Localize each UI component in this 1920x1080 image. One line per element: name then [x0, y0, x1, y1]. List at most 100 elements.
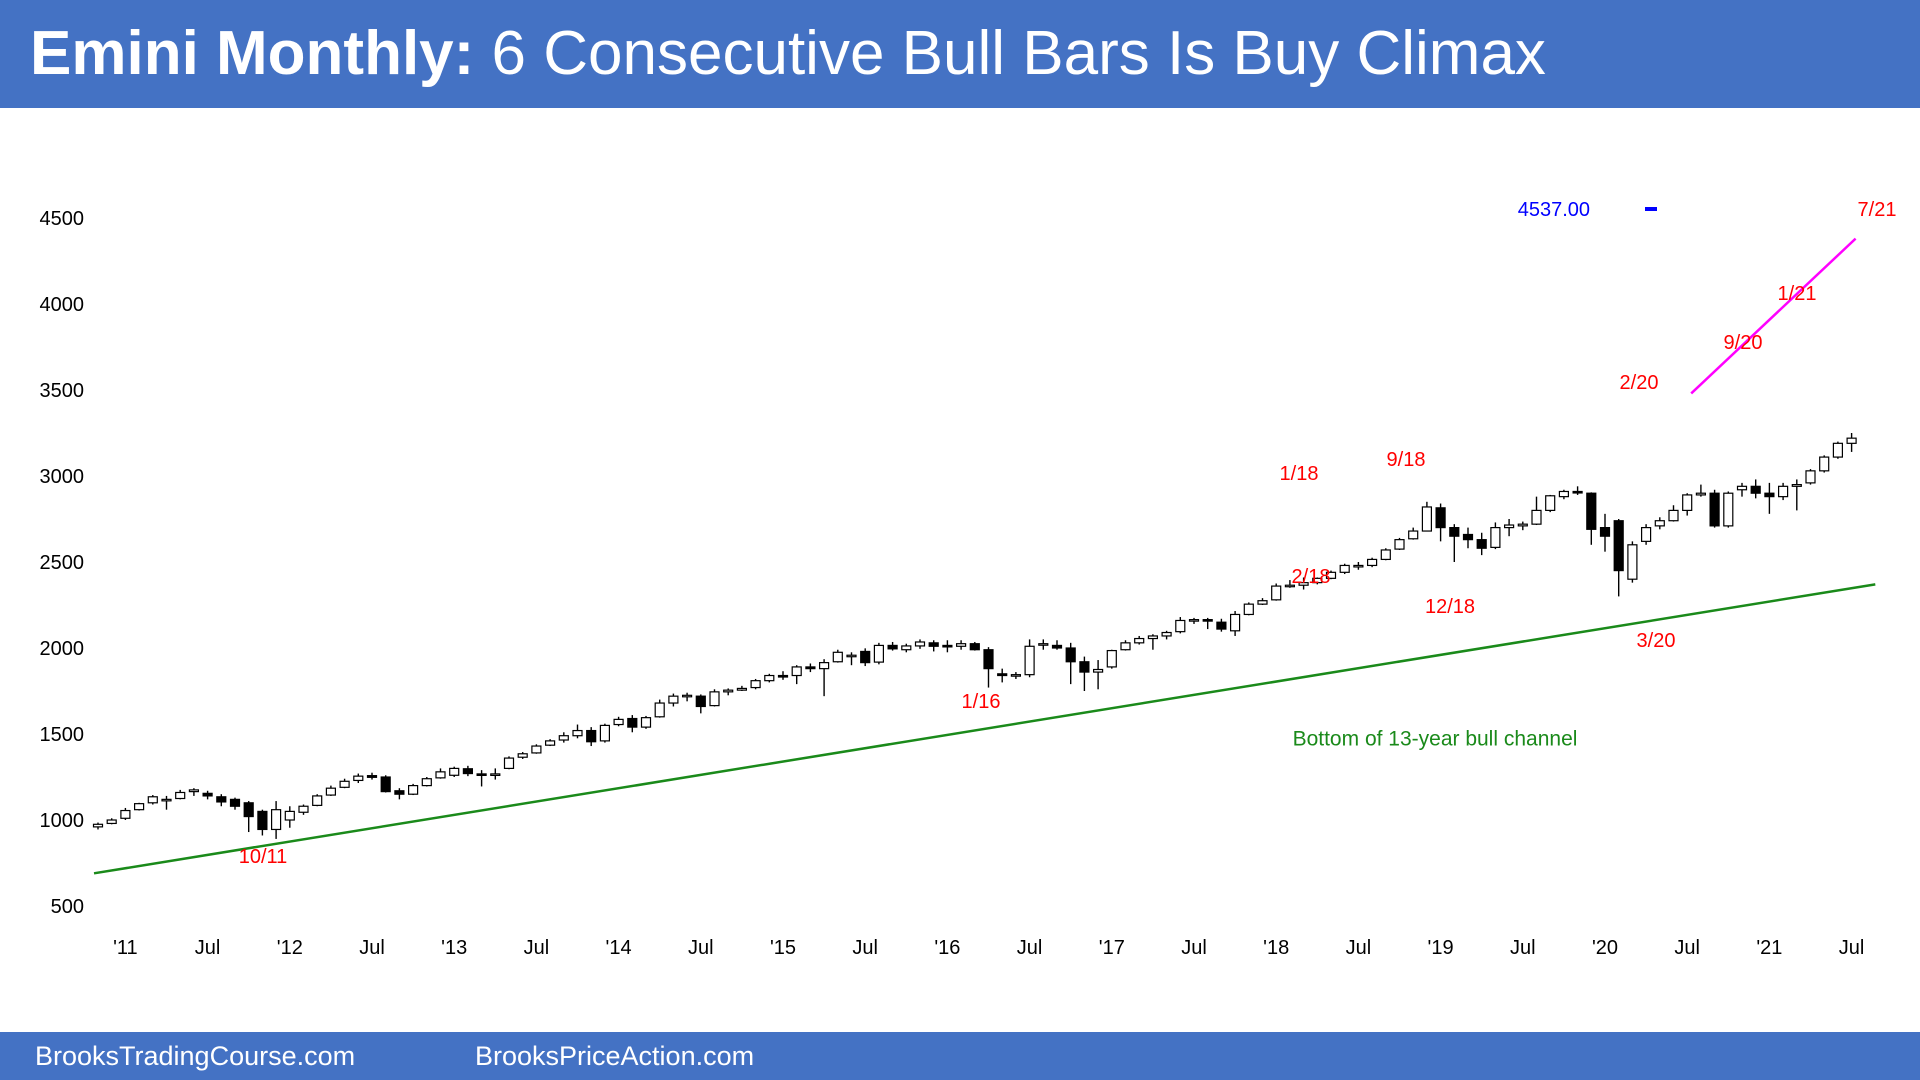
x-tick-label: '16 [934, 937, 960, 959]
bull-channel-line [93, 583, 1876, 875]
x-tick-label: Jul [1674, 937, 1700, 959]
bull-candle [312, 795, 323, 806]
bull-candle [435, 771, 446, 779]
x-tick-label: Jul [195, 937, 221, 959]
bull-candle [175, 791, 186, 800]
bull-candle [818, 662, 830, 670]
bull-candle [298, 805, 309, 813]
x-tick-label: '19 [1428, 937, 1454, 959]
bull-candle [161, 798, 172, 802]
bull-candle [736, 687, 748, 691]
bull-candle [92, 823, 104, 828]
bull-candle [640, 717, 652, 728]
bear-candle [1709, 492, 1720, 527]
bull-candle [1298, 582, 1309, 586]
bear-candle [586, 729, 597, 743]
bull-candle [1325, 571, 1337, 579]
x-tick-label: Jul [1346, 937, 1372, 959]
bull-candle [1819, 456, 1830, 472]
y-tick-label: 1000 [40, 810, 85, 832]
date-annotation: 12/18 [1425, 596, 1475, 618]
bull-candle [503, 757, 515, 770]
bear-candle [997, 673, 1008, 677]
y-tick-label: 2500 [40, 552, 85, 574]
bull-candle [1545, 495, 1556, 511]
bull-candle [955, 643, 967, 647]
bull-candle [134, 803, 145, 811]
bear-candle [243, 802, 254, 818]
bull-candle [901, 645, 912, 651]
date-annotation: 7/21 [1858, 199, 1897, 221]
x-tick-label: '18 [1263, 937, 1289, 959]
x-tick-label: '13 [441, 937, 467, 959]
date-annotation: 1/18 [1280, 463, 1319, 485]
bull-candle [449, 767, 460, 776]
bull-candle [873, 644, 885, 663]
footer-left-link[interactable]: BrooksTradingCourse.com [35, 1041, 356, 1071]
bull-candle [1736, 485, 1748, 491]
bull-candle [421, 778, 432, 787]
bull-candle [914, 641, 926, 647]
bear-candle [1599, 527, 1611, 537]
bull-candle [1777, 485, 1789, 498]
y-tick-label: 3000 [40, 466, 85, 488]
bull-candle [599, 724, 611, 742]
bear-candle [1586, 492, 1597, 530]
bear-candle [695, 695, 706, 708]
bear-candle [1202, 619, 1213, 622]
x-tick-label: Jul [524, 937, 550, 959]
bull-candle [1394, 539, 1405, 550]
x-tick-label: '20 [1592, 937, 1618, 959]
date-annotation: 1/16 [962, 691, 1001, 713]
y-tick-label: 4000 [40, 294, 85, 316]
bull-candle [572, 729, 583, 737]
bull-candle [1723, 492, 1734, 527]
bear-candle [1216, 621, 1227, 630]
bear-candle [777, 674, 789, 678]
bear-candle [942, 644, 953, 648]
bull-candle [1490, 527, 1501, 548]
bull-candle [1640, 527, 1652, 542]
bull-candle [339, 780, 350, 788]
emini-monthly-chart: 4500 4000 3500 3000 2500 2000 1500 1000 500 '11 J… [40, 199, 1897, 959]
y-tick-label: 1500 [40, 724, 85, 746]
bull-candle [1668, 509, 1679, 522]
bull-candle [1243, 603, 1254, 616]
bear-candle [1572, 490, 1583, 494]
bull-candle [1380, 549, 1391, 561]
y-tick-label: 2000 [40, 638, 85, 660]
bull-candle [1134, 637, 1145, 644]
date-annotation: 2/20 [1620, 372, 1659, 394]
bull-candle [1339, 564, 1350, 573]
bull-candle [353, 775, 364, 782]
y-tick-label: 3500 [40, 380, 85, 402]
date-annotation: 9/18 [1387, 449, 1426, 471]
bear-candle [627, 717, 638, 728]
x-tick-label: '14 [606, 937, 632, 959]
bull-candle [681, 694, 693, 698]
bull-candle [1147, 635, 1159, 640]
date-annotations: 7/21 1/21 9/20 2/20 3/20 12/18 9/18 1/18 2/18 1/1… [239, 199, 1897, 868]
bull-candle [1503, 524, 1515, 529]
bull-candle [531, 745, 542, 754]
bull-candle [271, 809, 282, 831]
bull-candle [544, 740, 556, 746]
bull-candle [1284, 584, 1296, 588]
footer-bar: BrooksTradingCourse.com BrooksPriceActio… [0, 1032, 1920, 1080]
bull-candle [654, 702, 665, 718]
x-tick-label: Jul [1839, 937, 1865, 959]
bear-candle [969, 643, 980, 651]
y-axis-ticks: 4500 4000 3500 3000 2500 2000 1500 1000 500 [40, 208, 85, 918]
bear-candle [983, 649, 994, 670]
magenta-trend-line [1690, 237, 1857, 395]
x-tick-label: Jul [1017, 937, 1043, 959]
title-bar: Emini Monthly: 6 Consecutive Bull Bars I… [0, 0, 1920, 108]
slide-title: Emini Monthly: 6 Consecutive Bull Bars I… [30, 14, 1546, 94]
bull-candle [764, 674, 775, 682]
bear-candle [1476, 539, 1487, 549]
date-annotation: 9/20 [1724, 332, 1763, 354]
footer-right-link[interactable]: BrooksPriceAction.com [475, 1041, 755, 1071]
bear-candle [1462, 533, 1474, 541]
bull-candle [408, 784, 419, 795]
bull-candle [325, 787, 336, 796]
